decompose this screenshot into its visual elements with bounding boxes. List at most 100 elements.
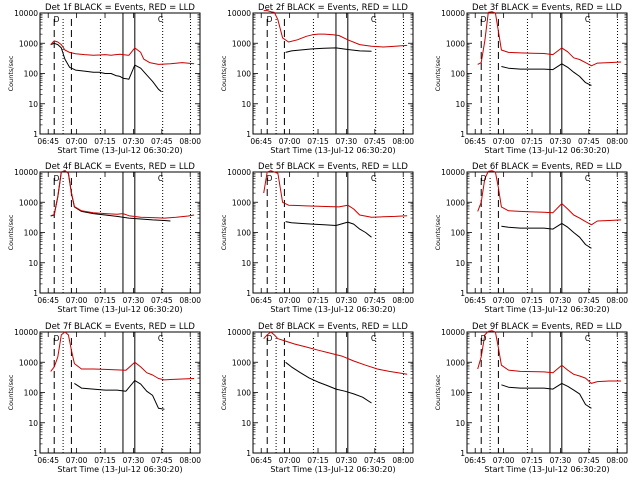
plot-frame xyxy=(466,331,628,454)
panel-det-5: Det 5f BLACK = Events, RED = LLD 1 10 100 10… xyxy=(220,162,414,314)
x-tick-label: 06:45 xyxy=(37,137,59,146)
panel-det-8: Det 8f BLACK = Events, RED = LLD 1 10 100 10… xyxy=(220,322,414,474)
y-tick-label: 1000 xyxy=(446,358,465,367)
panel-det-6: Det 6f BLACK = Events, RED = LLD 1 10 100 10… xyxy=(434,162,628,314)
y-tick-label: 10 xyxy=(28,419,38,428)
y-tick-label: 100 xyxy=(237,70,252,79)
flag-mark-c: C xyxy=(585,15,590,24)
panel-title: Det 6f BLACK = Events, RED = LLD xyxy=(472,162,622,172)
x-tick-label: 08:00 xyxy=(606,456,628,465)
y-tick-label: 1 xyxy=(246,289,251,298)
y-tick-label: 1 xyxy=(460,289,465,298)
panel-title: Det 3f BLACK = Events, RED = LLD xyxy=(472,3,622,13)
x-tick-label: 07:45 xyxy=(578,137,600,146)
y-tick-label: 1000 xyxy=(232,358,251,367)
x-tick-label: 08:00 xyxy=(179,296,201,305)
flag-mark-d: D xyxy=(267,15,273,24)
flag-mark-c: C xyxy=(158,174,163,183)
x-tick-label: 06:45 xyxy=(37,456,59,465)
x-tick-label: 07:30 xyxy=(123,296,145,305)
y-tick-label: 1 xyxy=(460,449,465,458)
x-tick-label: 07:45 xyxy=(151,296,173,305)
y-tick-label: 10 xyxy=(455,259,465,268)
series-lld-line xyxy=(50,331,195,381)
panel-title: Det 4f BLACK = Events, RED = LLD xyxy=(45,162,195,172)
flag-mark-c: C xyxy=(585,174,590,183)
x-tick-label: 07:15 xyxy=(307,296,329,305)
y-tick-label: 10 xyxy=(28,100,38,109)
y-tick-label: 10000 xyxy=(227,168,251,177)
panel-title: Det 5f BLACK = Events, RED = LLD xyxy=(258,162,408,172)
y-tick-label: 100 xyxy=(451,70,466,79)
flag-mark-d: D xyxy=(481,15,487,24)
flag-mark-c: C xyxy=(371,174,376,183)
x-tick-label: 07:15 xyxy=(307,456,329,465)
x-tick-label: 07:30 xyxy=(336,296,358,305)
x-axis-label: Start Time (13-Jul-12 06:30:20) xyxy=(270,305,395,314)
series-lld-line xyxy=(50,40,195,65)
x-tick-label: 07:45 xyxy=(578,296,600,305)
x-tick-label: 07:00 xyxy=(66,137,88,146)
x-tick-label: 07:15 xyxy=(307,137,329,146)
x-tick-label: 06:45 xyxy=(464,296,486,305)
y-tick-label: 1000 xyxy=(19,198,38,207)
y-tick-label: 10 xyxy=(241,419,251,428)
x-tick-label: 07:15 xyxy=(94,296,116,305)
x-tick-label: 07:30 xyxy=(336,456,358,465)
flag-mark-d: D xyxy=(481,334,487,343)
series-lld-line xyxy=(477,170,622,226)
plot-frame xyxy=(39,331,201,454)
x-axis-label: Start Time (13-Jul-12 06:30:20) xyxy=(484,146,609,155)
panel-det-7: Det 7f BLACK = Events, RED = LLD 1 10 100 10… xyxy=(7,322,201,474)
y-axis-label: Counts/sec xyxy=(220,374,228,410)
flag-mark-d: D xyxy=(267,174,273,183)
y-tick-label: 1 xyxy=(33,449,38,458)
series-lld-line xyxy=(263,10,408,48)
x-tick-label: 07:00 xyxy=(66,456,88,465)
x-tick-label: 08:00 xyxy=(179,456,201,465)
x-tick-label: 07:15 xyxy=(521,296,543,305)
y-tick-label: 100 xyxy=(451,229,466,238)
y-axis-label: Counts/sec xyxy=(7,214,15,250)
panel-det-4: Det 4f BLACK = Events, RED = LLD 1 10 100 10… xyxy=(7,162,201,314)
series-lld-line xyxy=(50,170,195,219)
x-tick-label: 07:30 xyxy=(550,137,572,146)
x-tick-label: 07:00 xyxy=(493,296,515,305)
plot-frame xyxy=(39,171,201,294)
series-events-line xyxy=(50,42,162,93)
x-tick-label: 06:45 xyxy=(250,456,272,465)
flag-mark-d: D xyxy=(54,334,60,343)
y-tick-label: 10 xyxy=(455,100,465,109)
flag-mark-c: C xyxy=(371,15,376,24)
x-axis-label: Start Time (13-Jul-12 06:30:20) xyxy=(270,146,395,155)
x-tick-label: 07:30 xyxy=(336,137,358,146)
plot-frame xyxy=(252,12,414,135)
plot-frame xyxy=(252,331,414,454)
y-tick-label: 10000 xyxy=(14,168,38,177)
x-tick-label: 07:45 xyxy=(364,137,386,146)
y-tick-label: 10000 xyxy=(227,9,251,18)
y-tick-label: 100 xyxy=(451,389,466,398)
x-tick-label: 07:00 xyxy=(279,456,301,465)
y-tick-label: 1 xyxy=(460,130,465,139)
panel-title: Det 2f BLACK = Events, RED = LLD xyxy=(258,3,408,13)
y-tick-label: 10 xyxy=(241,259,251,268)
y-tick-label: 1000 xyxy=(19,39,38,48)
y-tick-label: 1 xyxy=(246,130,251,139)
x-tick-label: 08:00 xyxy=(392,456,414,465)
plot-frame xyxy=(466,171,628,294)
series-events-line xyxy=(285,361,372,404)
series-events-line xyxy=(74,380,165,410)
x-tick-label: 06:45 xyxy=(250,137,272,146)
x-tick-label: 07:15 xyxy=(94,137,116,146)
y-tick-label: 1000 xyxy=(232,198,251,207)
y-tick-label: 1 xyxy=(33,289,38,298)
flag-mark-d: D xyxy=(54,174,60,183)
x-tick-label: 07:45 xyxy=(578,456,600,465)
panel-title: Det 7f BLACK = Events, RED = LLD xyxy=(45,322,195,332)
series-lld-line xyxy=(477,330,622,384)
plot-frame xyxy=(252,171,414,294)
series-events-line xyxy=(285,47,372,53)
x-tick-label: 07:00 xyxy=(279,137,301,146)
